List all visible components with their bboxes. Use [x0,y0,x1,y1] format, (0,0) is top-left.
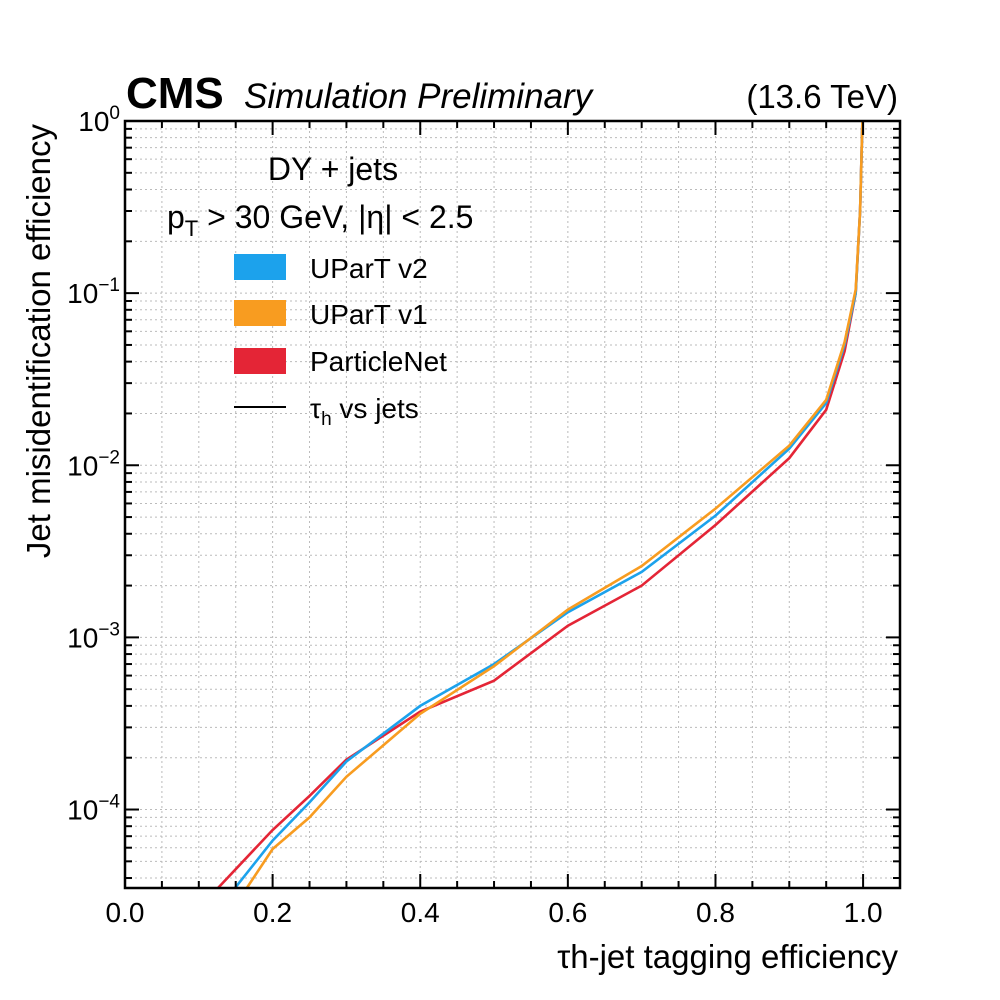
y-tick-label: 10−2 [67,447,120,481]
y-tick-label: 10−3 [67,619,120,653]
y-tick-label: 10−4 [67,792,120,826]
x-tick-label: 1.0 [844,897,883,928]
grid [125,121,900,888]
curve-upart-v2 [233,121,864,888]
x-tick-label: 0.2 [253,897,292,928]
legend-label-uparttv2: UParT v2 [310,253,428,284]
curves [217,121,864,888]
legend-title-1: DY + jets [268,151,398,187]
ticks: 0.0 0.2 0.4 0.6 0.8 1.0 100 10−1 10−2 10−3 10−4 [67,103,900,928]
x-tick-label: 0.0 [106,897,145,928]
legend: DY + jets pT > 30 GeV, |η| < 2.5 UParT v… [167,151,473,430]
plot-frame [123,119,902,890]
x-tick-label: 0.8 [696,897,735,928]
legend-swatch-particlenet [234,348,286,374]
legend-swatch-uparttv2 [234,254,286,280]
y-axis-label: Jet misidentification efficiency [20,124,57,559]
legend-title-2: pT > 30 GeV, |η| < 2.5 [167,199,473,241]
y-tick-label: 100 [78,103,120,137]
status-label: Simulation Preliminary [244,77,595,116]
legend-swatch-uparttv1 [234,300,286,326]
x-tick-label: 0.4 [401,897,440,928]
curve-particlenet [217,121,864,888]
x-tick-label: 0.6 [548,897,587,928]
legend-label-particlenet: ParticleNet [310,346,447,377]
y-tick-label: 10−1 [67,275,120,309]
legend-label-uparttv1: UParT v1 [310,299,428,330]
legend-label-tauh-vs-jets: τh vs jets [310,393,419,430]
cms-label: CMS [126,69,224,118]
x-axis-label: τh-jet tagging efficiency [557,938,898,975]
energy-label: (13.6 TeV) [746,78,898,115]
curve-upart-v1 [245,121,864,888]
